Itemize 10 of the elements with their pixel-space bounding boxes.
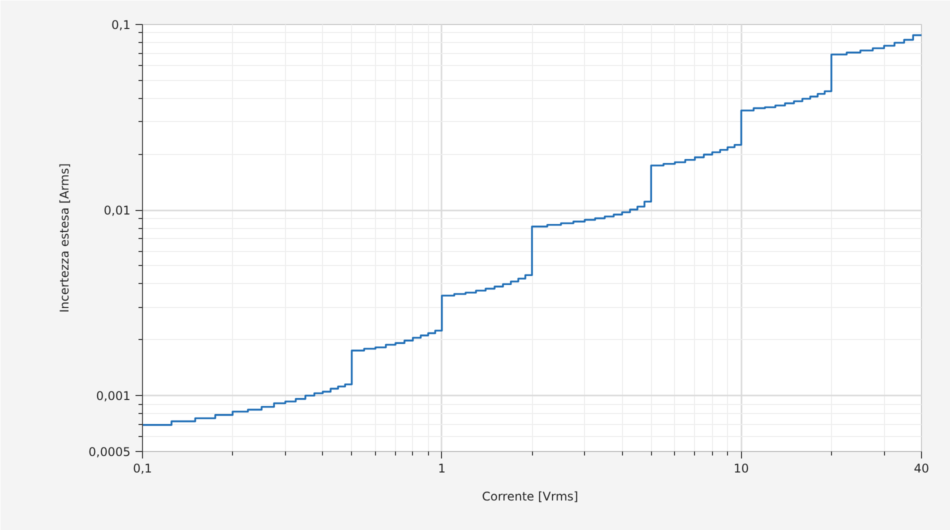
y-axis-title: Incertezza estesa [Arms]: [58, 163, 72, 313]
x-axis-title: Corrente [Vrms]: [482, 490, 578, 504]
x-tick-label: 0,1: [132, 462, 152, 476]
x-tick-label: 40: [914, 462, 930, 476]
y-tick-label: 0,01: [104, 204, 130, 218]
y-tick-label: 0,0005: [88, 445, 131, 459]
x-tick-label: 10: [734, 462, 749, 476]
y-tick-label: 0,1: [111, 18, 131, 32]
x-tick-label: 1: [438, 462, 446, 476]
y-tick-label: 0,001: [96, 389, 131, 404]
